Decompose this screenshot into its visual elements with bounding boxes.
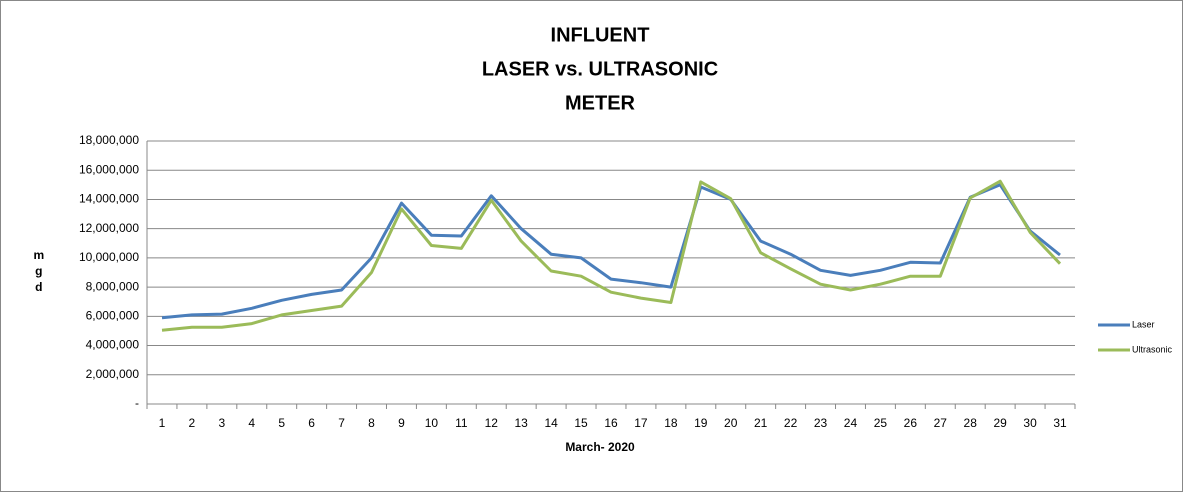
chart-title: LASER vs. ULTRASONIC [482,58,718,80]
x-tick-label: 9 [398,416,405,430]
x-tick-label: 26 [904,416,918,430]
x-tick-label: 5 [278,416,285,430]
x-tick-label: 6 [308,416,315,430]
x-tick-label: 12 [485,416,499,430]
y-tick-label: 2,000,000 [86,367,140,381]
x-tick-label: 14 [544,416,558,430]
x-axis-label: March- 2020 [565,440,635,454]
x-tick-label: 24 [844,416,858,430]
x-tick-label: 2 [189,416,196,430]
y-tick-label: 12,000,000 [79,221,139,235]
y-tick-label: 4,000,000 [86,338,140,352]
x-tick-label: 13 [515,416,529,430]
x-tick-label: 21 [754,416,768,430]
x-tick-label: 15 [574,416,588,430]
x-tick-label: 11 [455,416,468,430]
x-tick-label: 8 [368,416,375,430]
y-tick-label: 8,000,000 [86,279,140,293]
x-tick-label: 25 [874,416,888,430]
x-tick-label: 1 [159,416,166,430]
legend-label: Ultrasonic [1132,344,1173,354]
data-line [161,179,1062,332]
y-tick-label: 16,000,000 [79,162,139,176]
y-tick-label: - [135,396,139,410]
x-tick-label: 20 [724,416,738,430]
y-tick-label: 10,000,000 [79,250,139,264]
chart-title: METER [565,92,636,114]
x-tick-label: 18 [664,416,678,430]
x-tick-label: 29 [993,416,1007,430]
x-tick-label: 19 [694,416,708,430]
y-axis-label: mgd [32,248,46,296]
x-tick-label: 22 [784,416,798,430]
chart-title: INFLUENT [551,24,650,46]
x-tick-label: 23 [814,416,828,430]
legend-label: Laser [1132,319,1155,329]
data-line [161,183,1061,320]
x-tick-label: 28 [964,416,978,430]
x-tick-label: 30 [1023,416,1037,430]
y-tick-label: 18,000,000 [79,133,139,147]
y-tick-label: 14,000,000 [79,192,139,206]
x-tick-label: 17 [634,416,648,430]
x-tick-label: 16 [604,416,618,430]
x-tick-label: 4 [248,416,255,430]
x-tick-label: 7 [338,416,345,430]
x-tick-label: 10 [425,416,439,430]
x-tick-label: 3 [218,416,225,430]
y-tick-label: 6,000,000 [86,309,140,323]
x-tick-label: 31 [1053,416,1067,430]
x-tick-label: 27 [934,416,948,430]
